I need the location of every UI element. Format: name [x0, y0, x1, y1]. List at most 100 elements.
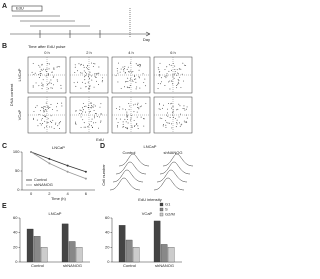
event-dot	[81, 81, 83, 83]
event-dot	[82, 109, 84, 111]
event-dot	[51, 71, 53, 73]
event-dot	[75, 121, 76, 123]
event-dot	[166, 75, 168, 77]
event-dot	[82, 107, 83, 109]
event-dot	[136, 123, 138, 125]
event-dot	[186, 106, 188, 108]
event-dot	[133, 78, 135, 80]
event-dot	[138, 77, 140, 79]
event-dot	[50, 79, 52, 81]
event-dot	[54, 123, 56, 125]
event-dot	[157, 67, 159, 69]
event-dot	[75, 122, 76, 124]
event-dot	[126, 116, 128, 118]
event-dot	[45, 75, 47, 77]
event-dot	[181, 123, 183, 125]
event-dot	[53, 68, 55, 70]
event-dot	[167, 115, 169, 117]
event-dot	[84, 82, 86, 84]
event-dot	[38, 85, 40, 87]
event-dot	[50, 82, 52, 84]
event-dot	[177, 108, 179, 110]
event-dot	[171, 80, 173, 82]
event-dot	[91, 106, 93, 108]
event-dot	[50, 87, 52, 89]
point	[30, 151, 33, 153]
event-dot	[123, 126, 125, 127]
event-dot	[74, 64, 76, 66]
x-tick-label: Control	[31, 263, 44, 268]
event-dot	[126, 111, 128, 113]
x-axis-label: EdU	[96, 137, 104, 142]
event-dot	[119, 118, 121, 120]
event-dot	[42, 79, 44, 81]
histogram	[109, 177, 141, 191]
event-dot	[134, 125, 136, 126]
event-dot	[35, 82, 37, 84]
event-dot	[43, 109, 45, 111]
event-dot	[122, 126, 124, 128]
event-dot	[165, 75, 167, 77]
event-dot	[139, 87, 141, 89]
event-dot	[135, 78, 137, 80]
event-dot	[86, 73, 88, 75]
event-dot	[73, 82, 75, 84]
event-dot	[97, 72, 99, 74]
event-dot	[158, 74, 160, 76]
y-tick-label: 60	[105, 215, 110, 220]
event-dot	[74, 66, 76, 68]
legend-swatch	[159, 207, 164, 212]
event-dot	[80, 63, 82, 65]
event-dot	[47, 106, 49, 108]
event-dot	[100, 121, 102, 123]
event-dot	[179, 125, 181, 127]
event-dot	[41, 88, 43, 90]
bar	[61, 223, 69, 263]
event-dot	[166, 114, 167, 116]
event-dot	[127, 119, 129, 120]
event-dot	[93, 115, 95, 117]
event-dot	[136, 122, 138, 124]
event-dot	[41, 123, 43, 124]
event-dot	[55, 122, 57, 124]
event-dot	[172, 83, 173, 85]
event-dot	[140, 116, 142, 118]
event-dot	[40, 124, 42, 126]
event-dot	[117, 81, 119, 83]
event-dot	[87, 68, 89, 70]
event-dot	[137, 64, 139, 66]
event-dot	[45, 102, 47, 104]
event-dot	[93, 122, 94, 124]
event-dot	[47, 105, 49, 107]
event-dot	[136, 111, 138, 113]
event-dot	[45, 110, 47, 112]
event-dot	[95, 113, 97, 115]
event-dot	[74, 72, 76, 74]
event-dot	[89, 86, 91, 88]
y-tick-label: 40	[105, 230, 110, 235]
event-dot	[44, 69, 46, 71]
event-dot	[56, 106, 57, 108]
y-tick-label: 0	[17, 187, 20, 192]
event-dot	[53, 84, 55, 86]
event-dot	[90, 75, 92, 77]
event-dot	[46, 122, 48, 124]
bar	[125, 239, 133, 263]
event-dot	[39, 75, 41, 77]
event-dot	[100, 120, 102, 122]
x-tick-label: 0	[30, 191, 33, 196]
event-dot	[185, 64, 187, 66]
event-dot	[169, 88, 171, 90]
event-dot	[51, 87, 53, 89]
event-dot	[183, 105, 185, 107]
point	[48, 162, 51, 165]
event-dot	[176, 109, 178, 111]
event-dot	[115, 108, 117, 109]
event-dot	[45, 70, 47, 72]
event-dot	[126, 68, 128, 70]
event-dot	[131, 126, 133, 128]
figure: A B C D E EdU Day Time after EdU pulse E…	[2, 3, 194, 268]
event-dot	[144, 78, 146, 80]
histogram	[156, 169, 188, 183]
event-dot	[179, 105, 181, 107]
